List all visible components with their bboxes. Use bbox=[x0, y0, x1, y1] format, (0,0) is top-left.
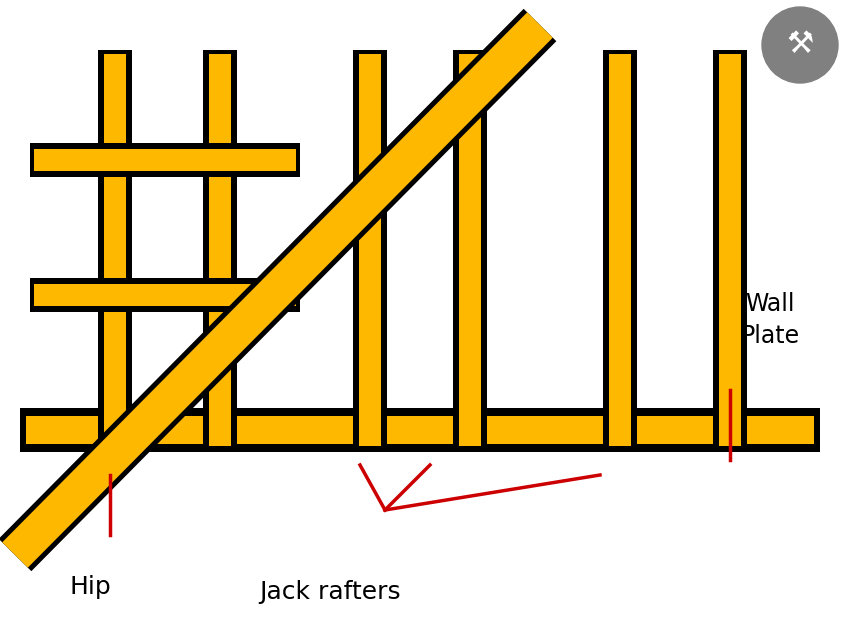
Bar bbox=[713, 50, 747, 450]
Bar bbox=[30, 278, 300, 312]
Polygon shape bbox=[0, 9, 556, 571]
Bar bbox=[453, 50, 487, 450]
Bar bbox=[358, 54, 381, 446]
Bar bbox=[609, 54, 632, 446]
Text: Hip: Hip bbox=[69, 575, 111, 599]
Text: ⚒: ⚒ bbox=[786, 30, 813, 60]
Circle shape bbox=[762, 7, 838, 83]
Bar bbox=[458, 54, 481, 446]
Bar bbox=[718, 54, 741, 446]
Bar bbox=[209, 54, 232, 446]
Bar bbox=[26, 417, 814, 443]
Text: Wall
Plate: Wall Plate bbox=[740, 292, 800, 348]
Text: Jack rafters: Jack rafters bbox=[259, 580, 401, 604]
Bar bbox=[203, 50, 237, 450]
Bar bbox=[104, 54, 127, 446]
Bar bbox=[353, 50, 387, 450]
Polygon shape bbox=[3, 12, 553, 568]
Bar bbox=[30, 143, 300, 177]
Bar bbox=[34, 149, 296, 171]
Bar bbox=[34, 283, 296, 306]
Bar bbox=[603, 50, 637, 450]
Bar bbox=[98, 50, 132, 450]
Bar bbox=[20, 408, 820, 452]
